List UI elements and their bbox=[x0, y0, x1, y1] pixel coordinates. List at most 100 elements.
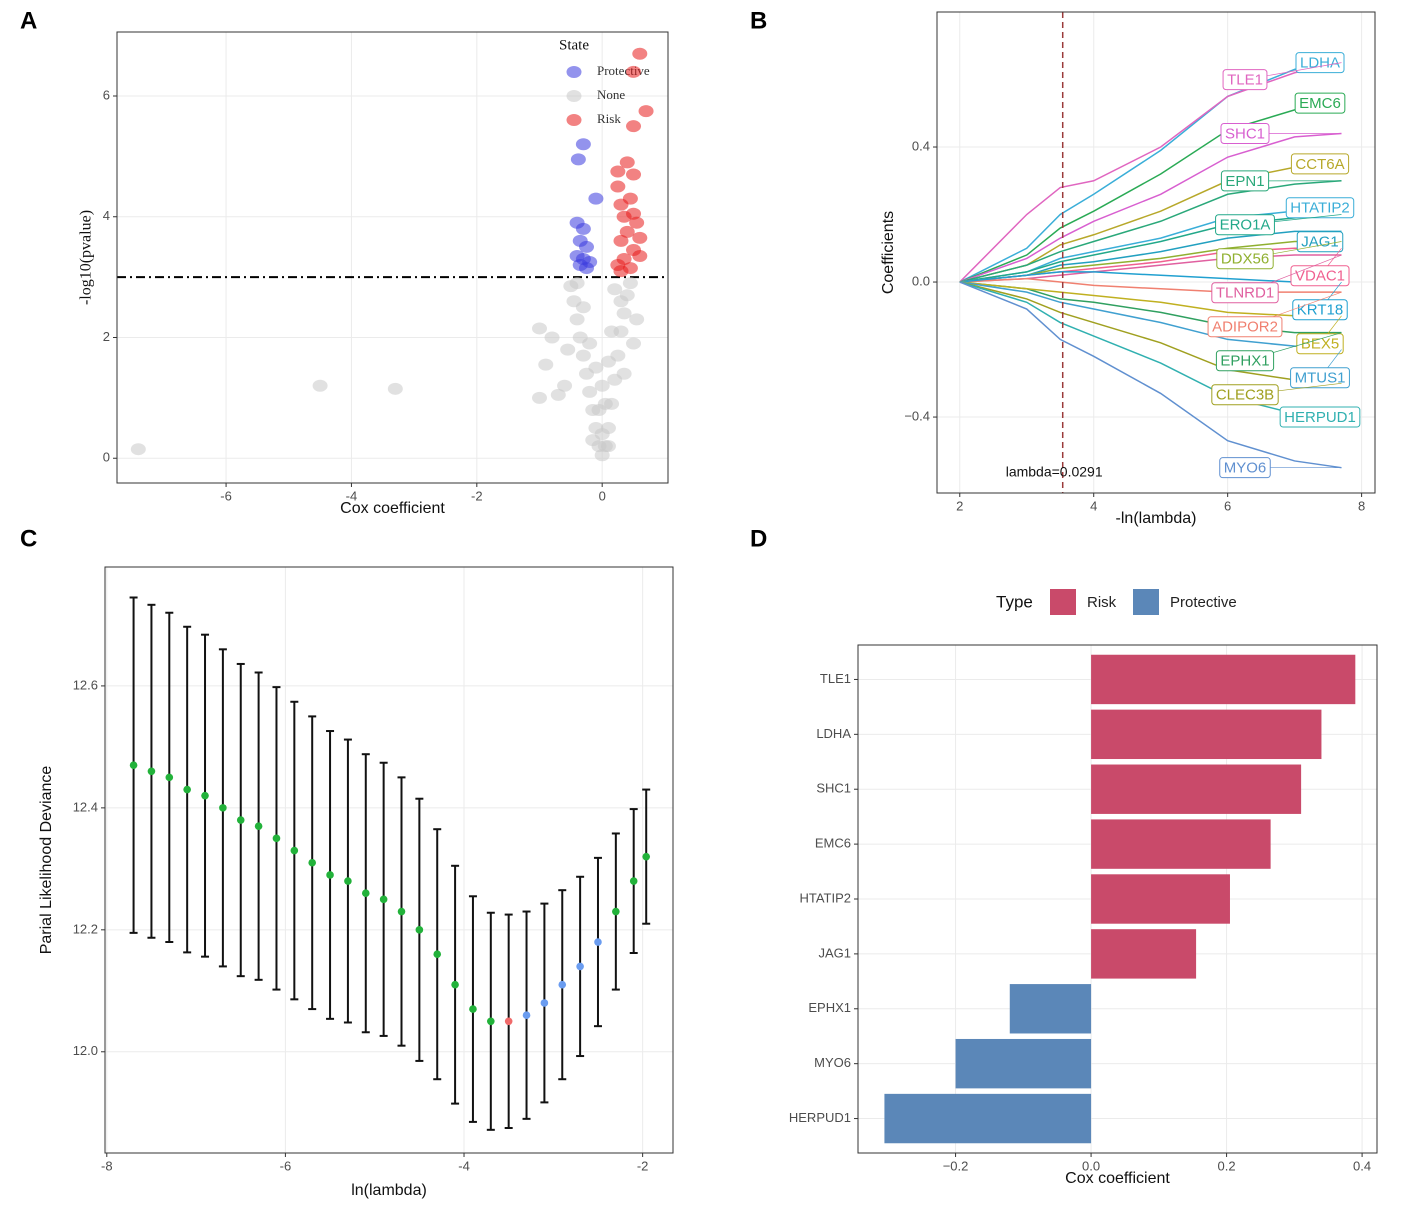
point bbox=[575, 138, 591, 151]
point bbox=[638, 105, 654, 118]
point bbox=[616, 210, 632, 223]
point bbox=[165, 773, 174, 782]
x-axis-title: -ln(lambda) bbox=[1116, 510, 1197, 527]
legend-label: Risk bbox=[597, 111, 621, 126]
panel-label: D bbox=[750, 525, 767, 552]
coefficient-path bbox=[959, 281, 1342, 469]
point bbox=[594, 449, 610, 462]
coefficient-path bbox=[959, 281, 1342, 351]
legend-label: Protective bbox=[1170, 594, 1237, 611]
y-tick-label: EPHX1 bbox=[808, 1000, 851, 1015]
label-box bbox=[1216, 248, 1274, 270]
label-box bbox=[1285, 197, 1355, 219]
panel-label: A bbox=[20, 7, 37, 34]
point bbox=[254, 822, 263, 830]
point bbox=[522, 1011, 531, 1019]
plot-frame bbox=[104, 566, 674, 1154]
bar bbox=[1091, 929, 1197, 979]
label-box bbox=[1211, 282, 1279, 304]
point bbox=[626, 120, 642, 133]
x-tick-label: 0.2 bbox=[1218, 1158, 1236, 1173]
legend-title: State bbox=[559, 37, 589, 53]
coefficient-path bbox=[959, 271, 1342, 283]
label-box bbox=[1290, 265, 1350, 287]
y-tick-label: HTATIP2 bbox=[799, 890, 851, 905]
x-tick-label: -2 bbox=[637, 1158, 649, 1173]
panel-label: B bbox=[750, 7, 767, 34]
series-label: TLNRD1 bbox=[1216, 285, 1274, 302]
point bbox=[600, 440, 616, 453]
y-tick-label: 12.4 bbox=[73, 799, 98, 814]
point bbox=[129, 761, 138, 769]
x-axis-title: Cox coefficient bbox=[1065, 1170, 1170, 1187]
point bbox=[585, 434, 601, 447]
coefficient-path bbox=[959, 281, 1342, 317]
series-label: JAG1 bbox=[1301, 234, 1339, 251]
series-label: LDHA bbox=[1300, 55, 1340, 72]
series-label: SHC1 bbox=[1225, 125, 1265, 142]
point bbox=[626, 65, 642, 78]
coefficient-path bbox=[959, 180, 1342, 283]
coefficient-path bbox=[959, 132, 1342, 283]
point bbox=[575, 349, 591, 362]
point bbox=[575, 222, 591, 235]
x-tick-label: -4 bbox=[346, 488, 358, 503]
x-tick-label: -6 bbox=[280, 1158, 292, 1173]
point bbox=[613, 295, 629, 308]
bar bbox=[1009, 984, 1092, 1034]
x-axis-title: Cox coefficient bbox=[340, 500, 445, 517]
x-tick-label: 0 bbox=[599, 488, 606, 503]
point bbox=[397, 907, 406, 916]
legend-swatch bbox=[1133, 589, 1159, 615]
point bbox=[594, 938, 602, 946]
series-label: ERO1A bbox=[1220, 217, 1271, 234]
y-axis-title: Parial Likelihood Deviance bbox=[38, 766, 55, 955]
bar bbox=[1091, 819, 1271, 869]
y-tick-label: EMC6 bbox=[815, 836, 851, 851]
point bbox=[619, 225, 635, 238]
y-tick-label: 2 bbox=[103, 329, 110, 344]
x-tick-label: -4 bbox=[458, 1158, 470, 1173]
point bbox=[531, 391, 547, 404]
legend-swatch bbox=[566, 66, 582, 78]
point bbox=[588, 361, 604, 374]
y-tick-label: 4 bbox=[103, 208, 110, 223]
point bbox=[610, 180, 626, 193]
point bbox=[487, 1017, 495, 1026]
point bbox=[379, 895, 388, 904]
y-tick-label: 12.0 bbox=[73, 1043, 98, 1058]
point bbox=[597, 397, 613, 410]
legend-swatch bbox=[566, 90, 582, 102]
y-tick-label: SHC1 bbox=[816, 781, 851, 796]
point bbox=[626, 337, 642, 350]
legend-swatch bbox=[566, 114, 582, 126]
point bbox=[629, 313, 645, 326]
point bbox=[582, 385, 598, 398]
series-label: VDAC1 bbox=[1295, 268, 1345, 285]
label-box bbox=[1290, 367, 1350, 389]
point bbox=[612, 907, 620, 916]
series-label: EPHX1 bbox=[1220, 353, 1269, 370]
label-box bbox=[1220, 170, 1270, 192]
point bbox=[619, 156, 635, 169]
label-box bbox=[1296, 231, 1344, 253]
point bbox=[201, 791, 209, 800]
series-label: KRT18 bbox=[1297, 302, 1343, 319]
point bbox=[632, 231, 648, 244]
coefficient-path bbox=[959, 254, 1342, 283]
coefficient-path bbox=[959, 102, 1342, 283]
point bbox=[613, 198, 629, 211]
point bbox=[236, 816, 245, 824]
point bbox=[538, 358, 554, 371]
bar bbox=[1091, 764, 1302, 814]
point bbox=[469, 1005, 477, 1013]
point bbox=[604, 325, 620, 338]
coefficient-path bbox=[959, 61, 1342, 283]
point bbox=[570, 153, 586, 166]
point bbox=[594, 379, 610, 392]
x-tick-label: 4 bbox=[1090, 498, 1097, 513]
point bbox=[326, 871, 334, 879]
bar bbox=[884, 1093, 1092, 1144]
legend-swatch bbox=[1050, 589, 1076, 615]
